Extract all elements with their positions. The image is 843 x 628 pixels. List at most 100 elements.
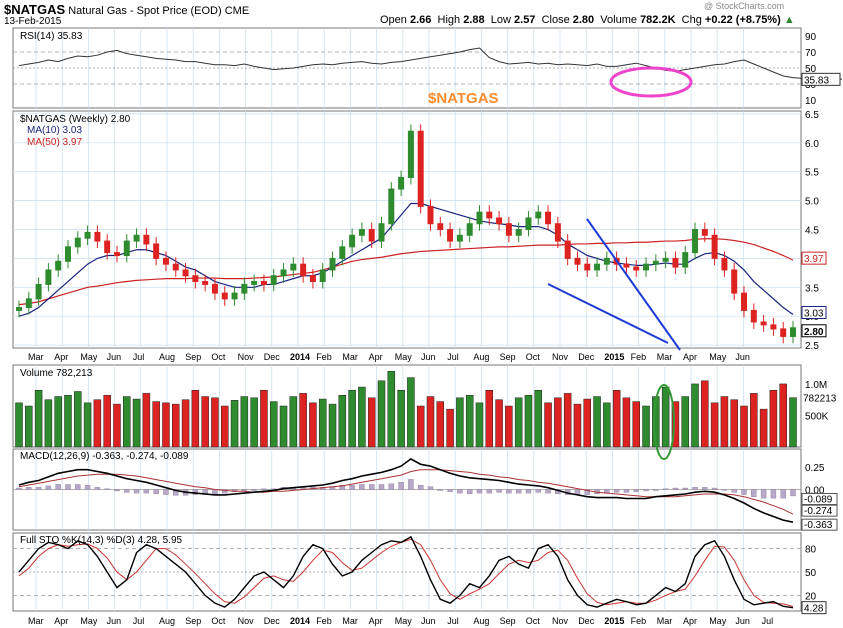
volume-bar xyxy=(220,405,229,448)
volume-bar xyxy=(103,395,111,448)
ma10-legend: MA(10) 3.03 xyxy=(27,125,82,136)
volume-bar xyxy=(573,403,582,448)
candle-body xyxy=(427,205,434,225)
macd-histogram-bar xyxy=(535,489,541,493)
date-tick-bottom: Mar xyxy=(28,616,44,626)
rsi-annotation-circle xyxy=(609,66,693,98)
candle-body xyxy=(692,229,699,254)
date-tick-bottom: Mar xyxy=(657,616,673,626)
macd-histogram-bar xyxy=(222,489,228,494)
macd-histogram-bar xyxy=(359,484,365,490)
macd-histogram-bar xyxy=(427,486,434,490)
volume-tick: 1.0M xyxy=(805,380,827,391)
macd-tag-box xyxy=(801,504,838,517)
chart-date: 13-Feb-2015 xyxy=(4,16,62,27)
volume-bar xyxy=(544,402,552,448)
macd-histogram-bar xyxy=(525,489,532,494)
candle-body xyxy=(584,263,591,271)
macd-histogram-bar xyxy=(780,489,786,499)
candle-body xyxy=(133,234,140,242)
volume-bar xyxy=(622,397,631,448)
volume-bar xyxy=(279,405,288,448)
price-tick: 3.5 xyxy=(805,283,819,294)
candle-body xyxy=(594,263,601,271)
macd-histogram-bar xyxy=(251,489,257,491)
date-tick-top: Feb xyxy=(631,352,647,362)
macd-histogram-bar xyxy=(584,489,590,495)
candle-body xyxy=(476,211,483,225)
volume-annotation-circle xyxy=(653,384,675,460)
date-tick-bottom: Dec xyxy=(578,616,595,626)
date-tick-top: May xyxy=(709,352,727,362)
volume-bar xyxy=(603,402,611,448)
candle-body xyxy=(456,234,463,242)
volume-bar xyxy=(583,398,592,448)
volume-value: 782.2K xyxy=(640,14,676,26)
ma50-line xyxy=(18,238,794,306)
volume-bar xyxy=(387,371,396,448)
sto-tick: 20 xyxy=(805,591,817,602)
volume-bar xyxy=(113,403,121,448)
macd-histogram-bar xyxy=(417,484,424,490)
volume-bar xyxy=(534,389,543,448)
candle-body xyxy=(300,263,307,277)
candle-body xyxy=(123,240,130,257)
candle-body xyxy=(633,266,640,271)
volume-bar xyxy=(15,402,23,448)
macd-histogram-bar xyxy=(114,489,120,492)
volume-bar xyxy=(681,396,689,448)
candle-body xyxy=(172,263,179,271)
macd-histogram-bar xyxy=(388,483,395,490)
macd-histogram-bar xyxy=(349,484,355,490)
macd-value-tag: -0.274 xyxy=(804,506,833,517)
candle-body xyxy=(192,275,199,283)
volume-bar xyxy=(789,397,797,448)
candle-body xyxy=(162,257,169,265)
macd-histogram-bar xyxy=(486,489,492,494)
volume-label: Volume 782,213 xyxy=(20,368,93,379)
high-value: 2.88 xyxy=(463,14,485,26)
macd-histogram-bar xyxy=(476,489,483,494)
candle-body xyxy=(104,240,111,254)
macd-histogram-bar xyxy=(241,489,248,492)
macd-histogram-bar xyxy=(133,489,140,494)
date-tick-bottom: Dec xyxy=(264,616,281,626)
candle-body xyxy=(407,130,414,178)
macd-histogram-bar xyxy=(790,489,796,497)
volume-bar xyxy=(720,396,729,448)
volume-bar xyxy=(642,405,650,448)
macd-histogram-bar xyxy=(702,487,708,490)
macd-histogram-bar xyxy=(408,479,414,490)
exchange-label: CME xyxy=(224,5,250,17)
volume-bar xyxy=(397,389,405,448)
volume-bar xyxy=(25,405,33,448)
volume-bar xyxy=(191,389,200,448)
price-tag: 2.80 xyxy=(804,327,824,338)
macd-histogram-bar xyxy=(55,484,61,490)
volume-bar xyxy=(710,402,719,448)
volume-bar xyxy=(407,377,415,448)
date-tick-top: Dec xyxy=(578,352,595,362)
volume-bar xyxy=(34,389,43,448)
date-tick-bottom: Oct xyxy=(211,616,226,626)
volume-bar xyxy=(123,396,131,448)
sto-d-line xyxy=(18,538,794,607)
macd-histogram-bar xyxy=(721,489,728,491)
sto-label: Full STO %K(14,3) %D(3) 4.28, 5.95 xyxy=(20,535,183,546)
sto-tick: 80 xyxy=(805,545,817,556)
date-tick-top: Mar xyxy=(657,352,673,362)
macd-histogram-bar xyxy=(515,489,522,494)
rsi-tick: 70 xyxy=(805,48,817,59)
macd-histogram-bar xyxy=(45,485,52,490)
date-tick-bottom: 2015 xyxy=(604,616,624,626)
candle-body xyxy=(378,223,385,242)
candle-body xyxy=(525,217,532,231)
trendline-lower xyxy=(547,283,669,344)
macd-line xyxy=(18,457,794,523)
volume-bar xyxy=(416,405,425,448)
date-tick-top: Apr xyxy=(369,352,383,362)
candle-body xyxy=(760,321,767,326)
date-tick-top: May xyxy=(395,352,413,362)
volume-bar xyxy=(44,399,53,448)
macd-histogram-bar xyxy=(153,489,159,495)
